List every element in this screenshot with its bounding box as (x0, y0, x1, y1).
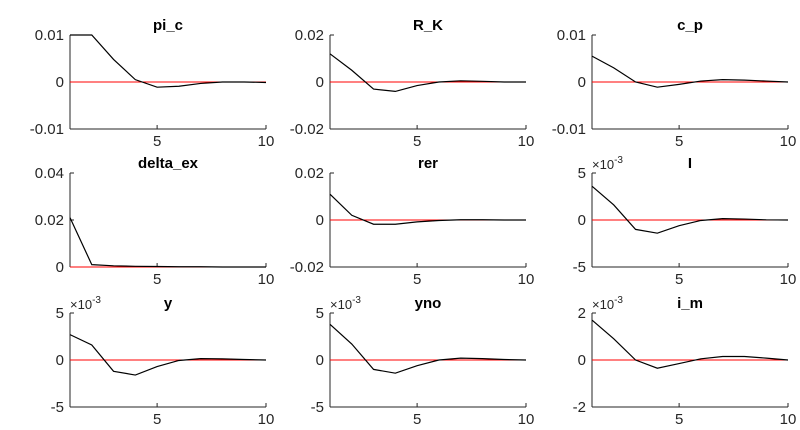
y-multiplier: ×10-3 (592, 155, 623, 172)
subplot-title: i_m (677, 295, 703, 312)
y-multiplier-exponent: -3 (352, 295, 361, 306)
x-tick-label: 5 (153, 133, 161, 150)
subplot: pi_c -0.01 0 0.01 5 10 (30, 17, 275, 150)
y-tick-label: -5 (51, 399, 64, 416)
y-tick-label: 5 (316, 305, 324, 322)
y-tick-label: 0 (316, 212, 324, 229)
y-tick-label: 0.02 (295, 27, 324, 44)
x-tick-label: 5 (675, 411, 683, 428)
y-multiplier: ×10-3 (592, 295, 623, 312)
y-tick-label: 0.01 (557, 27, 586, 44)
x-tick-label: 10 (780, 411, 797, 428)
x-tick-label: 5 (413, 271, 421, 288)
y-tick-label: 5 (56, 305, 64, 322)
y-tick-label: -0.02 (290, 121, 324, 138)
x-tick-label: 5 (153, 411, 161, 428)
y-tick-label: 0 (56, 259, 64, 276)
y-multiplier: ×10-3 (70, 295, 101, 312)
y-tick-label: -2 (573, 399, 586, 416)
y-tick-label: 0 (56, 74, 64, 91)
y-multiplier-base: ×10 (70, 297, 92, 312)
x-tick-label: 5 (413, 133, 421, 150)
y-tick-label: 0 (56, 352, 64, 369)
x-tick-label: 10 (258, 133, 275, 150)
subplot-title: yno (415, 295, 442, 312)
subplot: c_p -0.01 0 0.01 5 10 (552, 17, 797, 150)
y-tick-label: -5 (573, 259, 586, 276)
x-tick-label: 10 (258, 271, 275, 288)
y-tick-label: -5 (311, 399, 324, 416)
x-tick-label: 10 (258, 411, 275, 428)
subplot: I ×10-3 -5 0 5 5 10 (573, 155, 797, 288)
x-tick-label: 10 (518, 411, 535, 428)
y-tick-label: 0 (578, 212, 586, 229)
response-line (329, 323, 527, 374)
y-tick-label: 0 (578, 74, 586, 91)
x-tick-label: 5 (413, 411, 421, 428)
subplot: i_m ×10-3 -2 0 2 5 10 (573, 295, 797, 428)
y-tick-label: 5 (578, 165, 586, 182)
y-multiplier-base: ×10 (330, 297, 352, 312)
y-tick-label: -0.01 (30, 121, 64, 138)
x-tick-label: 5 (675, 133, 683, 150)
y-tick-label: 0 (316, 74, 324, 91)
y-multiplier-exponent: -3 (92, 295, 101, 306)
y-tick-label: 0.02 (35, 212, 64, 229)
y-tick-label: -0.01 (552, 121, 586, 138)
response-line (329, 53, 526, 93)
subplot-title: rer (418, 155, 438, 172)
y-tick-label: 0 (316, 352, 324, 369)
y-tick-label: 2 (578, 305, 586, 322)
y-multiplier-base: ×10 (592, 157, 614, 172)
subplot-title: pi_c (153, 17, 183, 34)
subplot-title: I (688, 155, 692, 172)
y-multiplier: ×10-3 (330, 295, 361, 312)
subplot-title: R_K (413, 17, 443, 34)
y-multiplier-exponent: -3 (614, 155, 623, 166)
x-tick-label: 10 (518, 133, 535, 150)
subplot-title: delta_ex (138, 155, 199, 172)
response-line (329, 193, 526, 225)
x-tick-label: 10 (518, 271, 535, 288)
x-tick-label: 5 (153, 271, 161, 288)
y-tick-label: 0.01 (35, 27, 64, 44)
y-multiplier-base: ×10 (592, 297, 614, 312)
response-line (591, 55, 789, 88)
response-line (69, 217, 266, 268)
subplot: R_K -0.02 0 0.02 5 10 (290, 17, 535, 150)
x-tick-label: 5 (675, 271, 683, 288)
x-tick-label: 10 (780, 271, 797, 288)
response-line (591, 319, 789, 369)
subplot: y ×10-3 -5 0 5 5 10 (51, 295, 275, 428)
y-multiplier-exponent: -3 (614, 295, 623, 306)
subplot: rer -0.02 0 0.02 5 10 (290, 155, 535, 288)
subplot-title: y (164, 295, 173, 312)
y-tick-label: 0.02 (295, 165, 324, 182)
x-tick-label: 10 (780, 133, 797, 150)
y-tick-label: 0 (578, 352, 586, 369)
subplot: yno ×10-3 -5 0 5 5 10 (311, 295, 535, 428)
response-line (69, 334, 267, 376)
response-line (591, 185, 789, 234)
subplot-title: c_p (677, 17, 703, 34)
y-tick-label: -0.02 (290, 259, 324, 276)
y-tick-label: 0.04 (35, 165, 64, 182)
subplot: delta_ex 0 0.02 0.04 5 10 (35, 155, 275, 288)
response-line (70, 34, 267, 88)
